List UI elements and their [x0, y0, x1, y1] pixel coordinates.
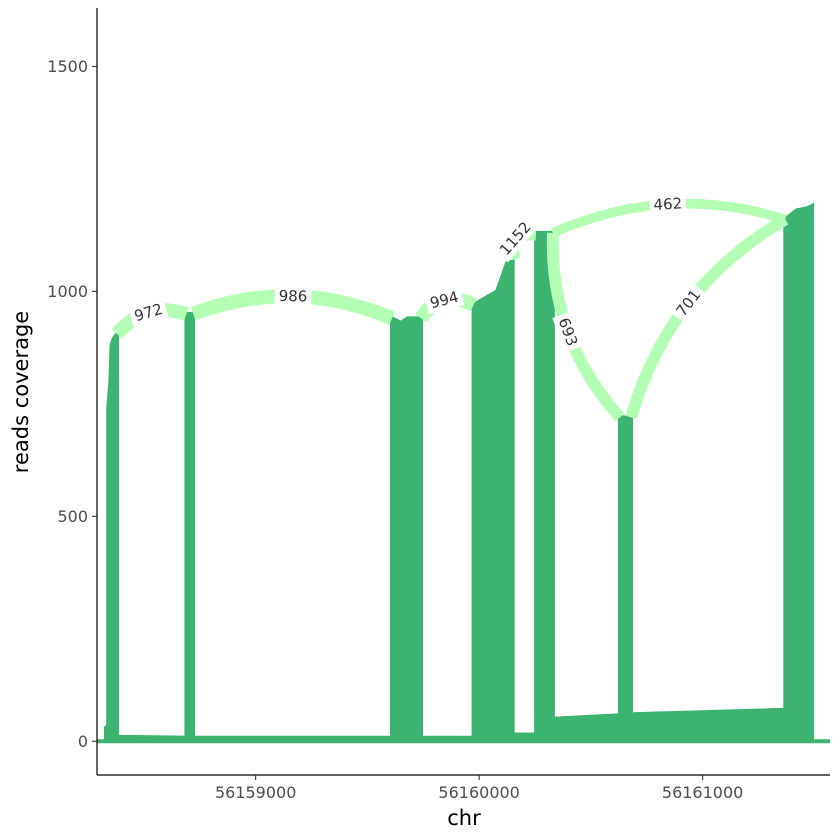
y-tick-label: 500	[57, 507, 88, 526]
junction-986: 986	[190, 285, 395, 325]
y-tick-label: 0	[78, 732, 88, 751]
junction-label: 972	[132, 300, 165, 325]
junction-label-bg	[424, 285, 465, 315]
y-tick-label: 1500	[47, 57, 88, 76]
junction-1152: 1152	[492, 214, 538, 263]
coverage-area	[97, 202, 830, 744]
junction-label-bg	[552, 311, 584, 353]
junction-arc	[625, 214, 789, 420]
coverage-layer	[97, 202, 830, 744]
y-tick-label: 1000	[47, 282, 88, 301]
junction-label-bg	[649, 193, 687, 216]
junction-701: 701	[625, 214, 789, 420]
junction-label-bg	[274, 285, 312, 307]
junction-label-bg	[492, 214, 538, 263]
x-tick-label: 56160000	[438, 783, 519, 802]
junction-label: 986	[278, 287, 307, 306]
x-axis-title: chr	[447, 806, 481, 830]
junction-label: 693	[555, 315, 582, 348]
junction-layer: 972 986 994 1152 462 693 701	[111, 193, 789, 422]
axes-layer	[96, 8, 830, 776]
junction-462: 462	[550, 193, 787, 238]
junction-972: 972	[111, 297, 189, 339]
y-axis-title: reads coverage	[9, 311, 33, 473]
x-tick-label: 56159000	[215, 783, 296, 802]
x-tick-label: 56161000	[662, 783, 743, 802]
junction-label-bg	[128, 297, 169, 328]
junction-994: 994	[415, 285, 477, 323]
junction-label: 994	[428, 288, 460, 313]
junction-693: 693	[546, 232, 625, 422]
ticks-layer: 0 500 1000 1500 56159000 56160000 56161000	[47, 57, 743, 802]
junction-label: 462	[653, 194, 683, 214]
junction-label-bg	[669, 282, 708, 324]
